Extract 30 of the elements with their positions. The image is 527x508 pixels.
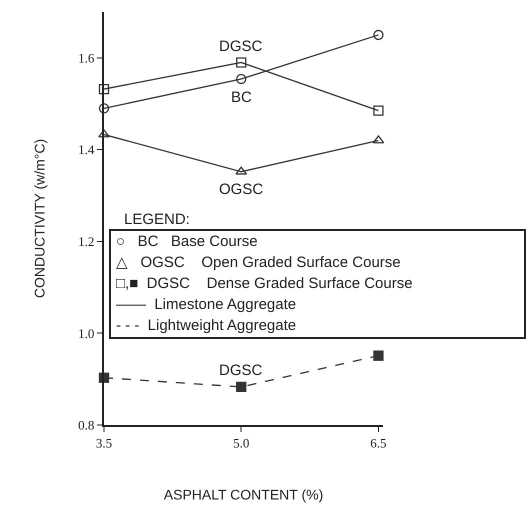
x-axis-title: ASPHALT CONTENT (%) <box>164 486 324 502</box>
point <box>236 382 246 392</box>
point <box>373 350 384 361</box>
annotation: △ OGSC Open Graded Surface Course <box>116 254 401 271</box>
y-tick-label: 0.8 <box>78 418 94 433</box>
point <box>98 129 110 138</box>
x-tick-label: 5.0 <box>233 436 250 451</box>
series-label: OGSC <box>219 181 264 198</box>
annotation: - - - Lightweight Aggregate <box>116 317 296 334</box>
point <box>236 57 246 68</box>
annotation: —— Limestone Aggregate <box>116 296 296 313</box>
y-tick-label: 1.2 <box>78 234 94 249</box>
series-label: DGSC <box>219 38 263 55</box>
point <box>373 30 384 40</box>
y-axis-title: CONDUCTIVITY (w/m°C) <box>31 138 48 298</box>
point <box>98 84 110 94</box>
x-tick-label: 3.5 <box>96 436 112 451</box>
y-tick-label: 1.0 <box>78 326 94 341</box>
annotation: □,■ DGSC Dense Graded Surface Course <box>116 275 413 292</box>
point <box>98 103 110 114</box>
point <box>373 106 384 116</box>
series-label: BC <box>231 89 252 106</box>
y-tick-label: 1.6 <box>78 50 95 66</box>
legend-title: LEGEND: <box>124 211 190 228</box>
point <box>236 74 246 84</box>
x-tick-label: 6.5 <box>370 436 387 451</box>
y-tick-label: 1.4 <box>78 142 95 158</box>
series-label: DGSC <box>219 362 263 379</box>
point <box>372 135 384 144</box>
annotation: ○ BC Base Course <box>116 233 258 250</box>
